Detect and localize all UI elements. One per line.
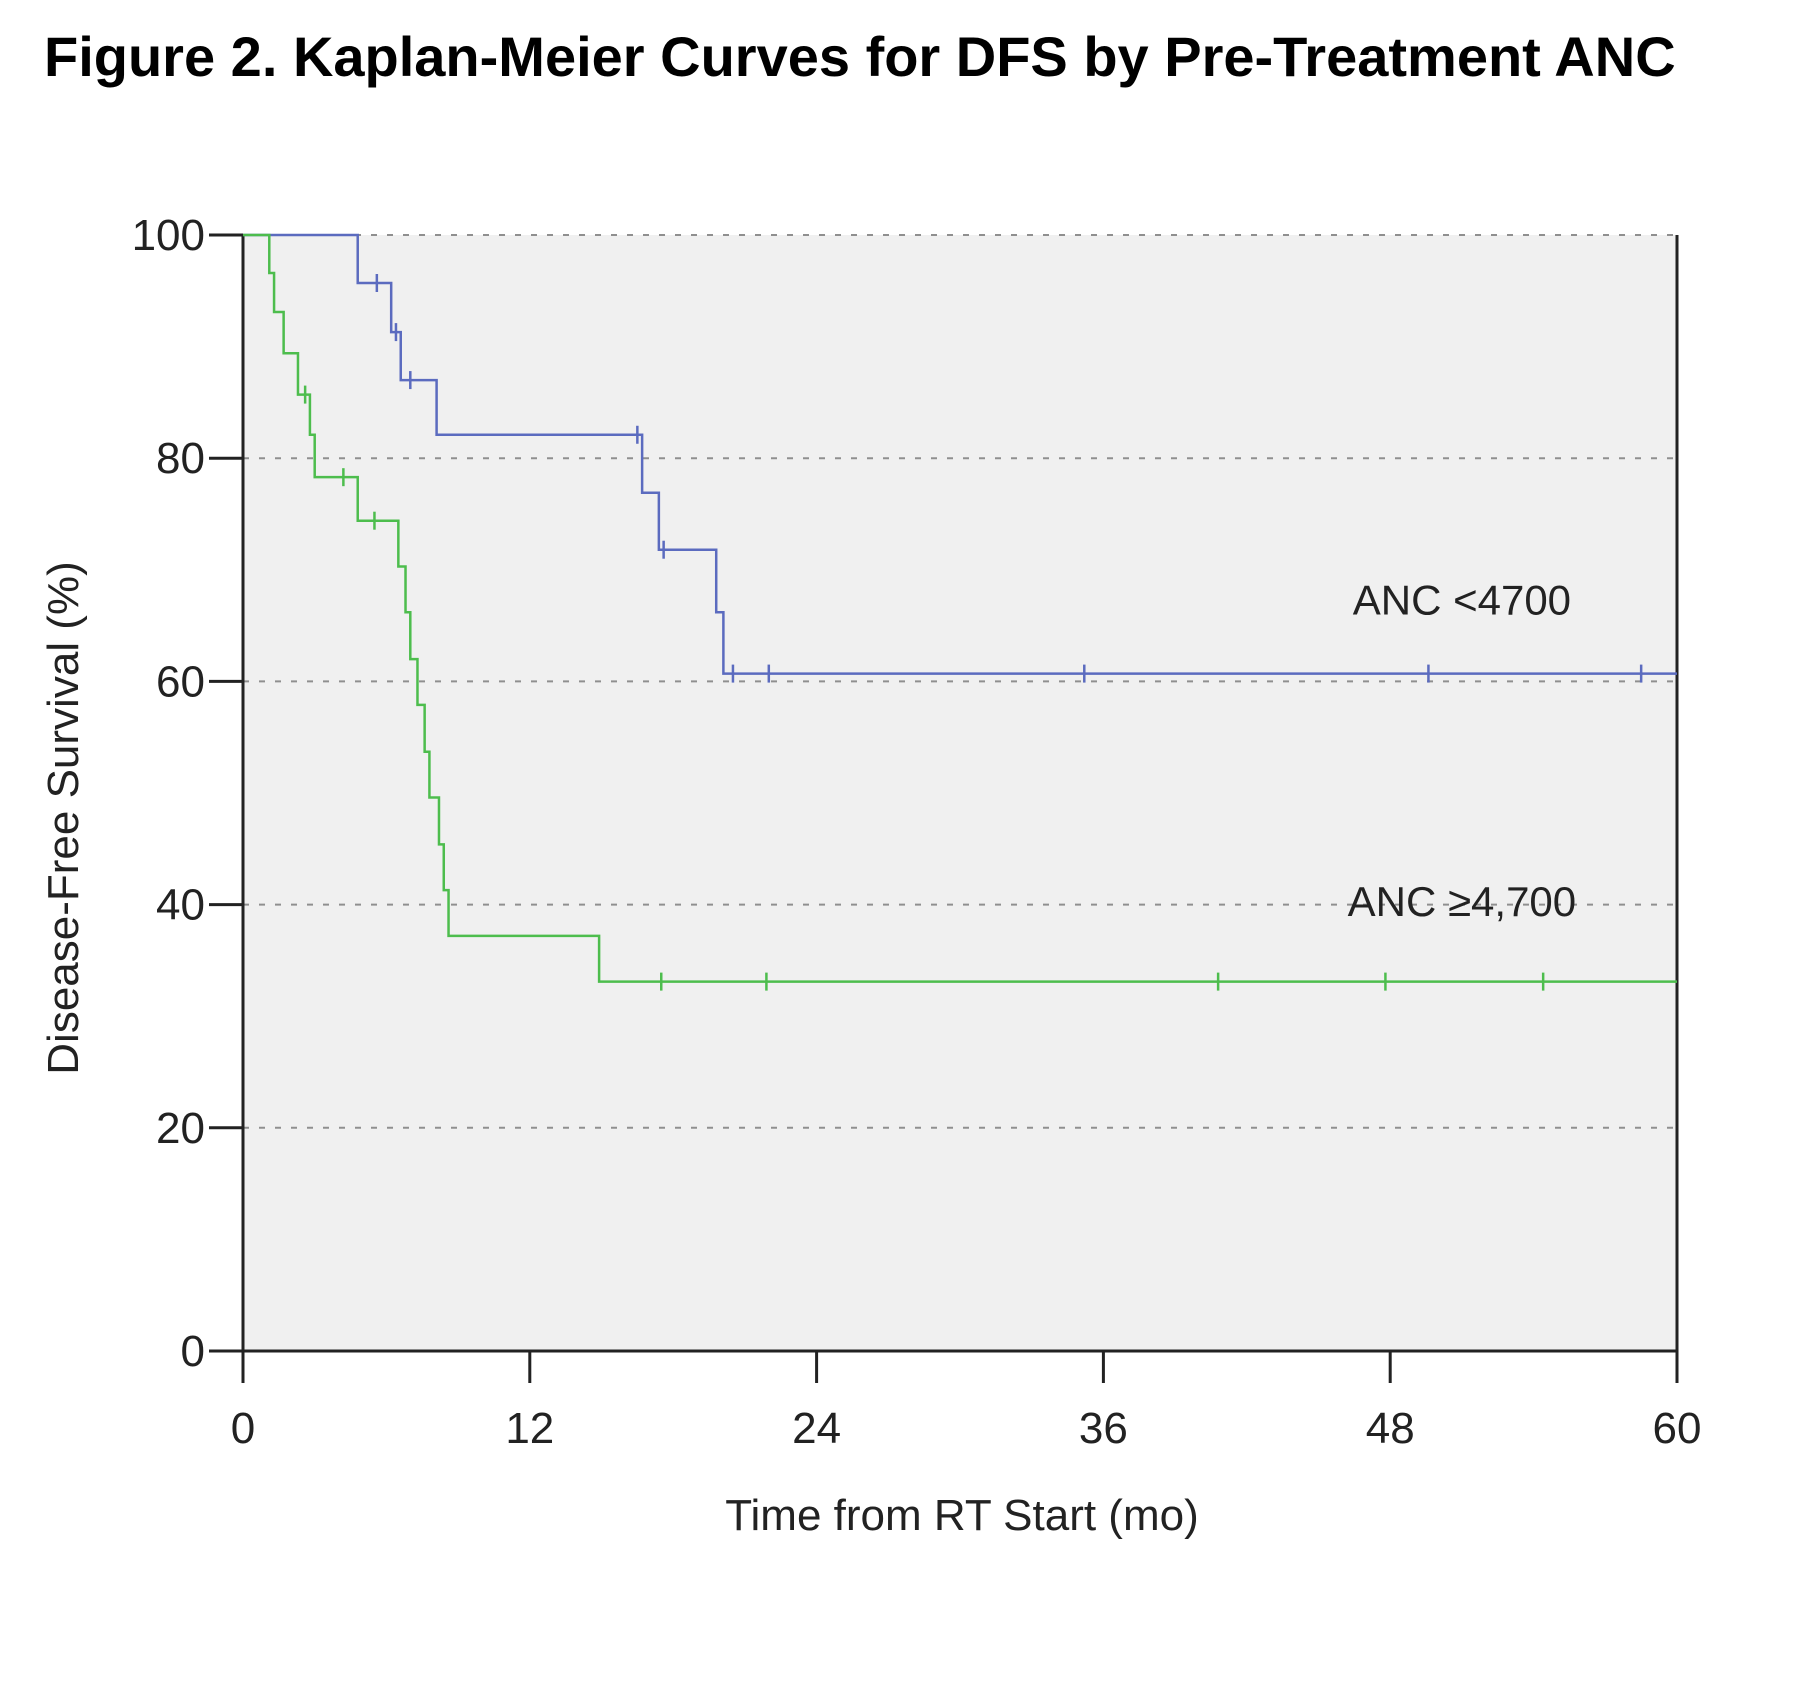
curve-label: ANC <4700 [1353, 576, 1571, 623]
plot-background [243, 235, 1677, 1351]
y-tick-label: 100 [132, 211, 205, 260]
km-curve-anc-4700-or-above [243, 233, 1677, 983]
y-tick-label: 20 [156, 1104, 205, 1153]
figure-title: Figure 2. Kaplan-Meier Curves for DFS by… [44, 25, 1676, 88]
x-tick-label: 48 [1366, 1404, 1415, 1453]
x-tick-label: 24 [792, 1404, 841, 1453]
km-curve-anc-below-4700 [243, 233, 1677, 675]
y-axis-title: Disease-Free Survival (%) [39, 561, 88, 1074]
curve-label: ANC ≥4,700 [1348, 878, 1577, 925]
x-axis-title: Time from RT Start (mo) [725, 1491, 1198, 1540]
y-tick-label: 0 [181, 1327, 205, 1376]
y-tick-label: 80 [156, 434, 205, 483]
x-tick-label: 36 [1079, 1404, 1128, 1453]
x-tick-label: 12 [505, 1404, 554, 1453]
y-tick-label: 60 [156, 657, 205, 706]
x-tick-label: 0 [231, 1404, 255, 1453]
y-tick-label: 40 [156, 881, 205, 930]
x-tick-label: 60 [1653, 1404, 1702, 1453]
